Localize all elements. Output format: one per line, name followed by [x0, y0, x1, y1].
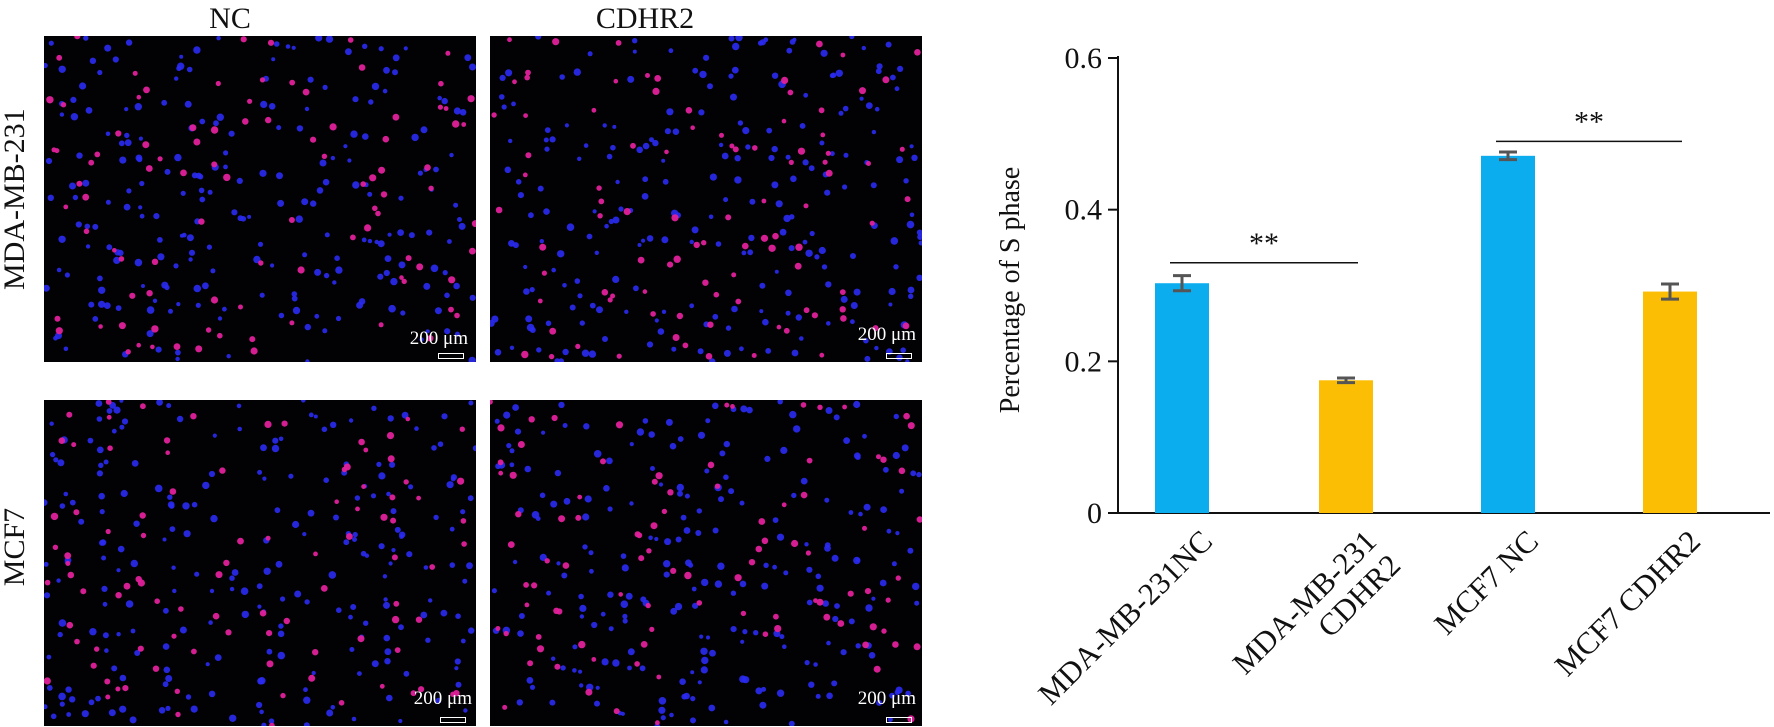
micrograph-mcf7-nc: 200 μm — [44, 400, 476, 726]
row-label-mda-mb-231: MDA-MB-231 — [0, 108, 31, 290]
column-title-nc: NC — [209, 2, 251, 35]
scale-bar — [886, 353, 912, 359]
column-title-cdhr2: CDHR2 — [595, 2, 695, 35]
s-phase-bar-chart: 0 0.2 0.4 0.6 Percentage of S phase ** ** MDA-M… — [995, 42, 1770, 711]
x-tick-label: MCF7 CDHR2 — [1548, 523, 1707, 682]
x-tick-label: MCF7 NC — [1427, 523, 1545, 641]
y-tick-label: 0.2 — [1065, 345, 1103, 378]
scale-bar — [886, 717, 912, 723]
cell-texture — [490, 36, 922, 362]
scale-bar — [440, 717, 466, 723]
scale-bar-label: 200 μm — [857, 688, 916, 709]
y-tick-label: 0.6 — [1065, 42, 1103, 75]
micrograph-mda-nc: 200 μm — [44, 36, 476, 362]
scale-bar-label: 200 μm — [413, 688, 472, 709]
bar-1 — [1155, 283, 1209, 513]
micrograph-mda-cdhr2: 200 μm — [490, 36, 922, 362]
x-tick-label: MDA-MB-231CDHR2 — [1226, 523, 1408, 705]
scale-bar-label: 200 μm — [409, 328, 468, 349]
y-tick-label: 0.4 — [1065, 194, 1103, 227]
scale-bar — [438, 353, 464, 359]
y-axis-label: Percentage of S phase — [995, 167, 1026, 413]
significance-label: ** — [1249, 227, 1279, 260]
x-tick-label: MDA-MB-231NC — [1031, 523, 1219, 711]
cell-texture — [44, 36, 476, 362]
significance-label: ** — [1574, 105, 1604, 138]
bar-3 — [1481, 155, 1535, 513]
bar-2 — [1319, 380, 1373, 513]
bar-4 — [1643, 291, 1697, 513]
micrograph-mcf7-cdhr2: 200 μm — [490, 400, 922, 726]
cell-texture — [44, 400, 476, 726]
cell-texture — [490, 400, 922, 726]
scale-bar-label: 200 μm — [857, 324, 916, 345]
row-label-mcf7: MCF7 — [0, 507, 31, 587]
y-tick-label: 0 — [1087, 497, 1102, 530]
